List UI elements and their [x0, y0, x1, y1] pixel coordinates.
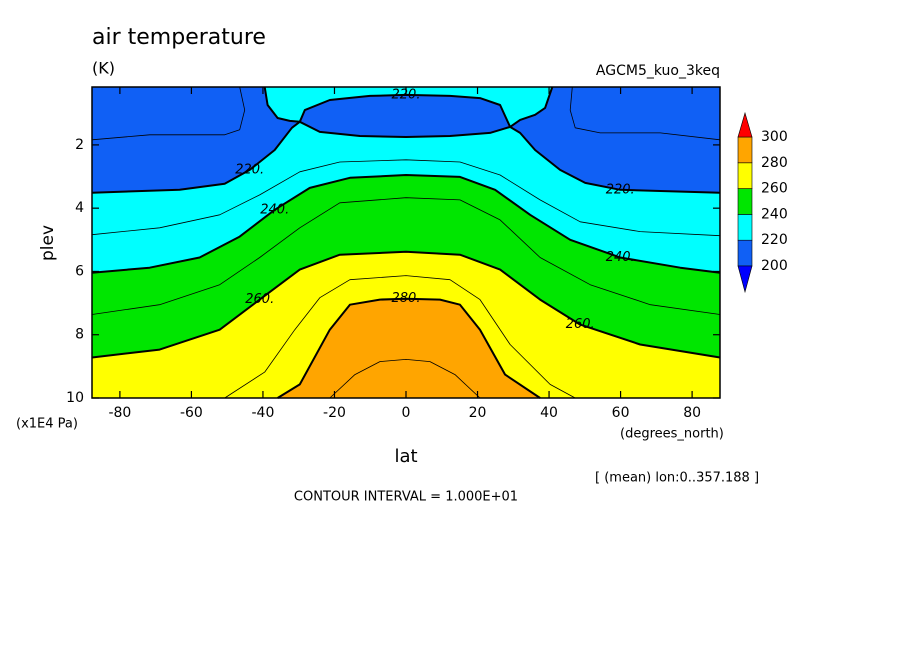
y-tick-label: 4: [75, 200, 84, 216]
contour-line: [569, 86, 721, 141]
contour-line: [224, 275, 576, 399]
x-tick-label: 0: [402, 405, 411, 421]
note: [ (mean) lon:0..357.188 ]: [595, 471, 759, 486]
contour-line: [91, 86, 301, 194]
colorbar-band: [737, 214, 753, 241]
colorbar-band: [737, 136, 753, 164]
y-tick-label: 8: [75, 327, 84, 343]
contour-line: [91, 86, 246, 141]
x-tick-label: -60: [180, 405, 203, 421]
contour-fill: [510, 87, 720, 193]
colorbar-band: [737, 188, 753, 215]
contour-line: [277, 297, 541, 399]
contour-line: [298, 93, 512, 138]
colorbar-extend-high: [737, 111, 753, 138]
contour-interval: CONTOUR INTERVAL = 1.000E+01: [294, 490, 518, 505]
colorbar-label: 240: [761, 206, 788, 222]
x-tick-label: 80: [683, 405, 701, 421]
x-tick-label: -20: [323, 405, 346, 421]
x-tick-label: 40: [540, 405, 558, 421]
x-axis-units: (degrees_north): [620, 427, 724, 442]
x-tick-label: -80: [108, 405, 131, 421]
colorbar-band: [737, 239, 753, 267]
contour-label: 220.: [235, 162, 264, 177]
contour-line: [329, 359, 481, 399]
chart-title: air temperature: [92, 25, 266, 50]
y-tick-label: 2: [75, 137, 84, 153]
x-axis-label: lat: [394, 446, 417, 467]
subtitle: AGCM5_kuo_3keq: [596, 63, 720, 79]
x-tick-label: -40: [252, 405, 275, 421]
contour-label: 240.: [260, 202, 289, 217]
contour-label: 220.: [606, 182, 635, 197]
contour-line: [91, 174, 721, 274]
contour-label: 260.: [566, 317, 595, 332]
colorbar-extend-low: [737, 265, 753, 294]
y-tick-label: 10: [66, 390, 84, 406]
plot-area: 220. 220. 220. 240. 240. 260. 260. 280.: [91, 86, 721, 399]
colorbar-band: [737, 162, 753, 189]
contour-fill: [92, 87, 300, 193]
contour-fill: [299, 94, 511, 137]
contour-line: [91, 250, 721, 359]
contour-label: 260.: [245, 292, 274, 307]
contour-line: [509, 86, 721, 194]
contour-label: 220.: [392, 87, 421, 102]
colorbar-label: 260: [761, 181, 788, 197]
contour-label: 280.: [392, 291, 421, 306]
y-axis-label: plev: [38, 225, 58, 261]
contour-line: [91, 197, 721, 315]
colorbar-label: 280: [761, 155, 788, 171]
y-tick-label: 6: [75, 263, 84, 279]
contour-label: 240.: [606, 250, 635, 265]
colorbar-label: 300: [761, 129, 788, 145]
x-tick-label: 20: [469, 405, 487, 421]
colorbar-label: 200: [761, 258, 788, 274]
units: (K): [92, 59, 115, 78]
colorbar-label: 220: [761, 232, 788, 248]
y-axis-units: (x1E4 Pa): [16, 417, 78, 432]
contour-line: [91, 159, 721, 237]
x-tick-label: 60: [612, 405, 630, 421]
